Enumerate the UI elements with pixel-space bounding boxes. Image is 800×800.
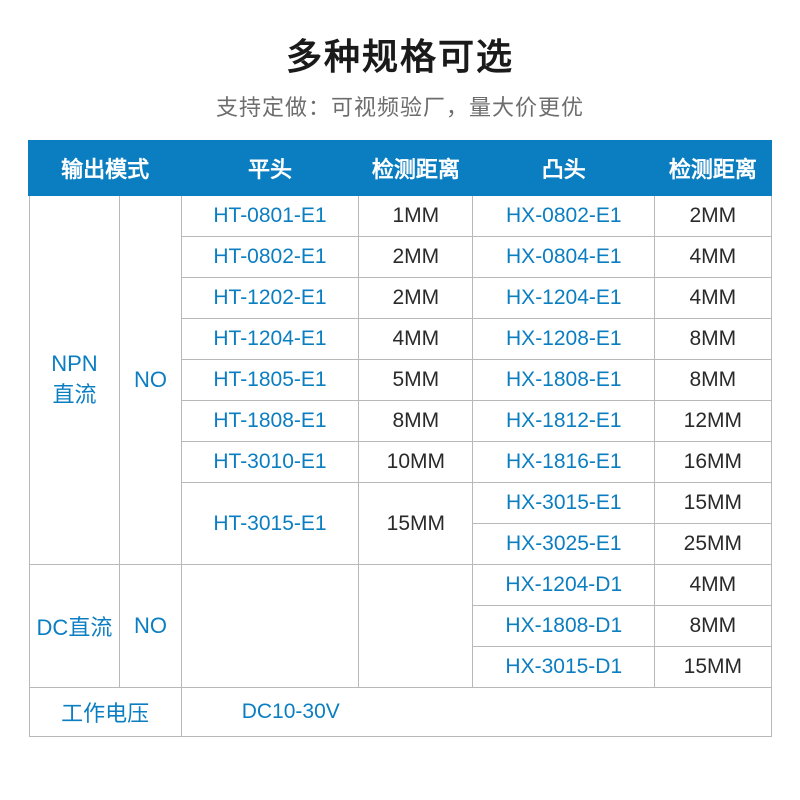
cell-dist: 8MM [655,606,771,647]
col-raised-head: 凸头 [473,141,655,195]
col-detect-dist-2: 检测距离 [655,141,771,195]
col-output-mode: 输出模式 [29,141,181,195]
table-header-row: 输出模式 平头 检测距离 凸头 检测距离 [29,141,771,195]
cell-dist: 2MM [655,195,771,237]
cell-model: HX-3015-E1 [473,483,655,524]
table-row: NPN 直流 NO HT-0801-E1 1MM HX-0802-E1 2MM [29,195,771,237]
cell-model: HX-1204-D1 [473,565,655,606]
cell-model: HT-3010-E1 [181,442,359,483]
dc-state: NO [120,565,181,688]
cell-dist: 2MM [359,278,473,319]
cell-dist: 8MM [655,360,771,401]
page-subtitle: 支持定做：可视频验厂，量大价更优 [216,90,584,122]
cell-dist: 16MM [655,442,771,483]
cell-model: HX-1808-D1 [473,606,655,647]
cell-dist: 2MM [359,237,473,278]
cell-empty [181,565,359,688]
npn-label: NPN 直流 [29,195,120,565]
cell-dist: 12MM [655,401,771,442]
cell-model: HX-1816-E1 [473,442,655,483]
spec-table: 输出模式 平头 检测距离 凸头 检测距离 NPN 直流 NO HT-0801-E… [28,140,772,737]
col-detect-dist-1: 检测距离 [359,141,473,195]
npn-label-line2: 直流 [52,382,96,407]
cell-dist: 15MM [359,483,473,565]
cell-dist: 1MM [359,195,473,237]
cell-dist: 4MM [359,319,473,360]
cell-dist: 8MM [359,401,473,442]
cell-dist: 15MM [655,483,771,524]
voltage-value: DC10-30V [181,688,771,737]
cell-model: HX-3015-D1 [473,647,655,688]
col-flat-head: 平头 [181,141,359,195]
cell-dist: 8MM [655,319,771,360]
cell-model: HX-0804-E1 [473,237,655,278]
cell-model: HX-0802-E1 [473,195,655,237]
cell-model: HX-3025-E1 [473,524,655,565]
cell-dist: 25MM [655,524,771,565]
cell-dist: 15MM [655,647,771,688]
cell-dist: 10MM [359,442,473,483]
cell-model: HX-1812-E1 [473,401,655,442]
cell-model: HX-1204-E1 [473,278,655,319]
dc-label: DC直流 [29,565,120,688]
cell-model: HT-1204-E1 [181,319,359,360]
spec-table-container: 输出模式 平头 检测距离 凸头 检测距离 NPN 直流 NO HT-0801-E… [28,140,772,737]
npn-label-line1: NPN [51,351,97,376]
cell-empty [359,565,473,688]
cell-model: HT-3015-E1 [181,483,359,565]
cell-model: HT-0802-E1 [181,237,359,278]
npn-state: NO [120,195,181,565]
cell-model: HX-1808-E1 [473,360,655,401]
cell-dist: 4MM [655,278,771,319]
cell-dist: 4MM [655,565,771,606]
voltage-label: 工作电压 [29,688,181,737]
cell-model: HT-1202-E1 [181,278,359,319]
cell-dist: 4MM [655,237,771,278]
cell-model: HT-1805-E1 [181,360,359,401]
table-row: DC直流 NO HX-1204-D1 4MM [29,565,771,606]
page-title: 多种规格可选 [286,28,514,80]
cell-model: HX-1208-E1 [473,319,655,360]
cell-model: HT-1808-E1 [181,401,359,442]
table-row-voltage: 工作电压 DC10-30V [29,688,771,737]
cell-model: HT-0801-E1 [181,195,359,237]
cell-dist: 5MM [359,360,473,401]
